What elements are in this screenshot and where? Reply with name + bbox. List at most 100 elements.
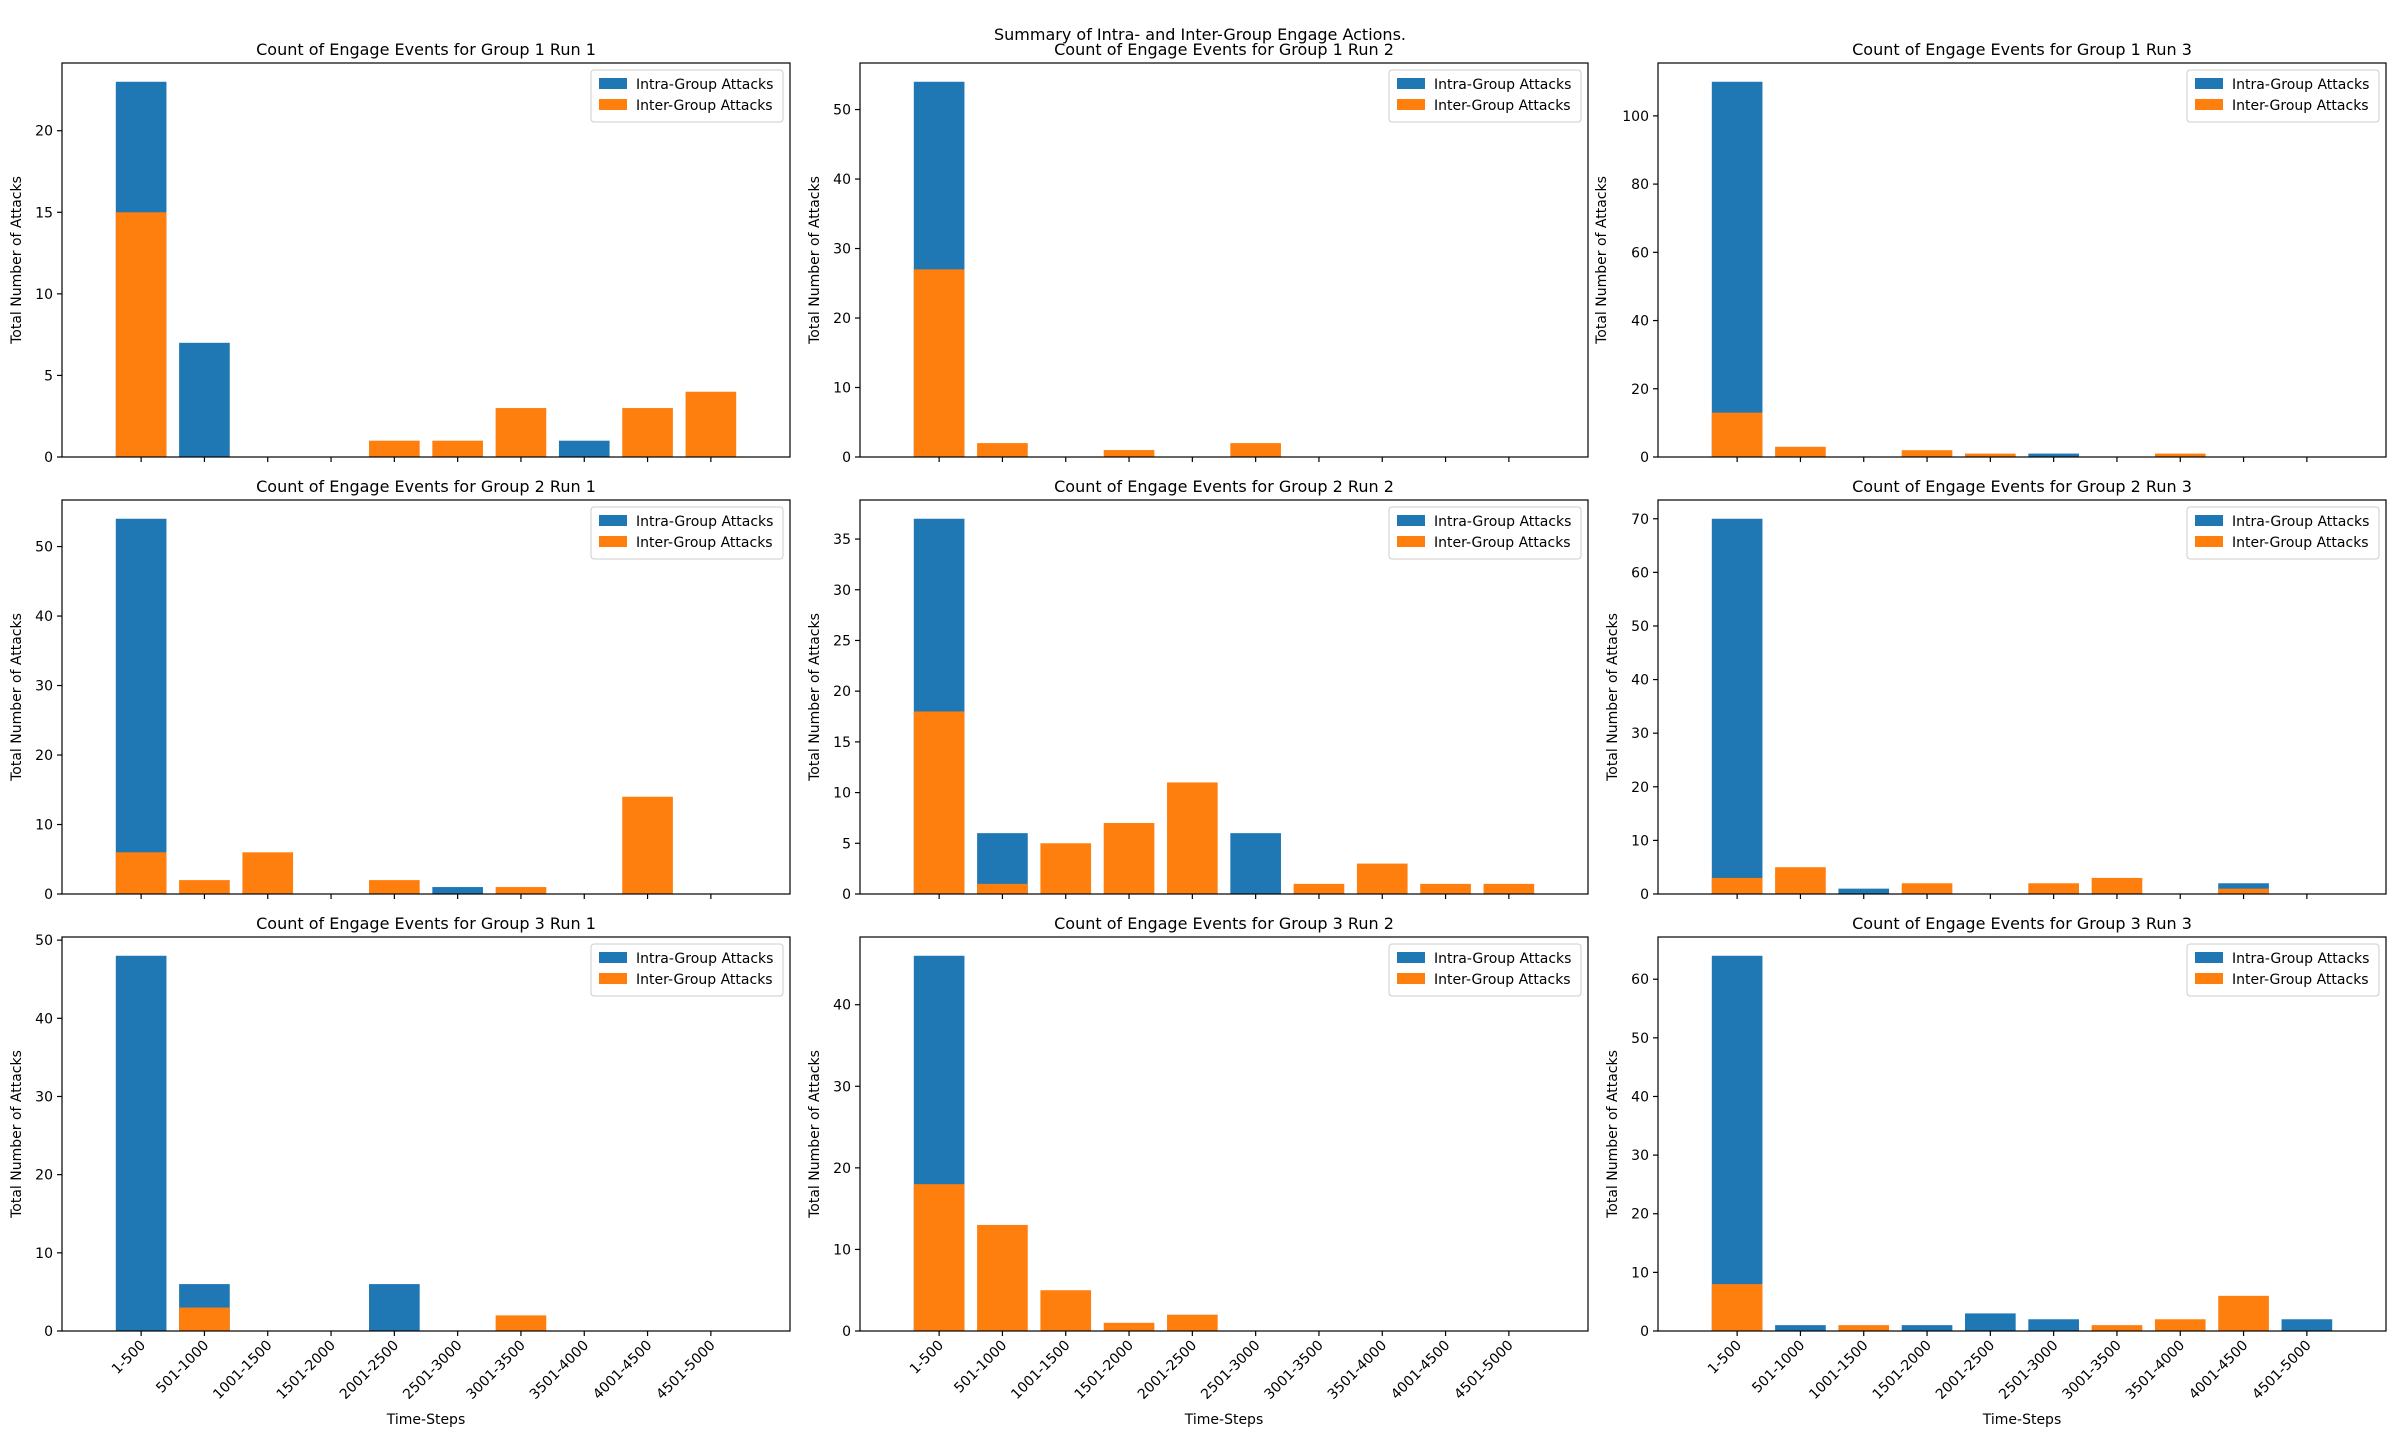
legend-label-intra: Intra-Group Attacks xyxy=(2232,514,2369,530)
bar-inter-1-500 xyxy=(913,1184,965,1331)
bar-intra-4501-5000 xyxy=(2281,1319,2333,1331)
y-tick-label: 0 xyxy=(1640,450,1649,466)
bar-inter-4001-4500 xyxy=(1420,883,1471,894)
y-tick-label: 0 xyxy=(1640,887,1649,903)
y-tick-label: 10 xyxy=(35,1246,53,1262)
legend-swatch-inter xyxy=(1397,973,1425,984)
legend: Intra-Group Attacks Inter-Group Attacks xyxy=(590,506,784,560)
bar-inter-501-1000 xyxy=(977,443,1028,457)
y-tick-label: 15 xyxy=(833,735,851,751)
y-tick-label: 50 xyxy=(1631,619,1649,635)
y-tick-label: 70 xyxy=(1631,512,1649,528)
y-axis-label: Total Number of Attacks xyxy=(9,176,25,345)
axes-frame xyxy=(1657,936,2387,1332)
subplot-5: 0 5 10 15 20 25 30 35 Count of Engage Events for… xyxy=(807,477,1589,903)
bar-inter-1001-1500 xyxy=(1040,1290,1092,1331)
legend-swatch-inter xyxy=(2195,973,2223,984)
legend-swatch-inter xyxy=(599,536,627,547)
y-axis-label: Total Number of Attacks xyxy=(9,613,25,782)
bar-inter-1-500 xyxy=(913,711,965,894)
bar-intra-501-1000 xyxy=(179,342,230,457)
subplot-title: Count of Engage Events for Group 3 Run 1 xyxy=(256,914,596,933)
x-tick-label: 1501-2000 xyxy=(274,1338,339,1403)
y-tick-label: 10 xyxy=(1631,833,1649,849)
bar-intra-2501-3000 xyxy=(2028,1319,2079,1331)
legend-label-inter: Inter-Group Attacks xyxy=(2232,98,2369,114)
bar-intra-1001-1500 xyxy=(1838,888,1890,894)
x-tick-label: 1-500 xyxy=(907,1338,947,1378)
subplot-7: 0 10 20 30 40 50 1-500 501-10001001-15001501-20… xyxy=(9,914,791,1428)
y-tick-label: 30 xyxy=(35,679,53,695)
x-tick-label: 4501-5000 xyxy=(2249,1338,2314,1403)
y-tick-label: 20 xyxy=(1631,780,1649,796)
legend-label-inter: Inter-Group Attacks xyxy=(2232,535,2369,551)
subplot-8: 0 10 20 30 40 1-500 501-10001001-15001501-2000… xyxy=(807,914,1589,1428)
x-tick-label: 4501-5000 xyxy=(1451,1338,1516,1403)
bar-intra-1-500 xyxy=(1711,955,1763,1331)
axes-frame xyxy=(61,499,791,895)
legend-label-inter: Inter-Group Attacks xyxy=(636,535,773,551)
legend: Intra-Group Attacks Inter-Group Attacks xyxy=(2186,506,2380,560)
subplot-title: Count of Engage Events for Group 2 Run 3 xyxy=(1852,477,2192,496)
bar-inter-2001-2500 xyxy=(369,440,420,457)
bar-inter-1-500 xyxy=(1711,1284,1763,1331)
legend-frame xyxy=(2186,506,2380,560)
y-tick-label: 10 xyxy=(35,818,53,834)
legend-label-intra: Intra-Group Attacks xyxy=(636,77,773,93)
subplot-title: Count of Engage Events for Group 3 Run 2 xyxy=(1054,914,1394,933)
subplot-title: Count of Engage Events for Group 1 Run 2 xyxy=(1054,40,1394,59)
legend-label-intra: Intra-Group Attacks xyxy=(1434,514,1571,530)
x-tick-label: 4001-4500 xyxy=(2186,1338,2251,1403)
axes-frame xyxy=(61,62,791,458)
bar-inter-2501-3000 xyxy=(2028,883,2079,894)
x-tick-label: 4001-4500 xyxy=(1388,1338,1453,1403)
subplot-9: 0 10 20 30 40 50 60 1-500 501-10001001-15001501-… xyxy=(1605,914,2387,1428)
y-tick-label: 40 xyxy=(1631,1089,1649,1105)
legend-swatch-inter xyxy=(2195,99,2223,110)
legend-label-inter: Inter-Group Attacks xyxy=(636,98,773,114)
y-tick-label: 50 xyxy=(35,540,53,556)
legend-swatch-intra xyxy=(599,78,627,89)
bar-inter-4001-4500 xyxy=(2218,1295,2269,1331)
bar-inter-1-500 xyxy=(115,212,167,457)
bar-inter-4501-5000 xyxy=(685,391,737,457)
x-tick-label: 1001-1500 xyxy=(1806,1338,1871,1403)
y-axis-label: Total Number of Attacks xyxy=(807,613,823,782)
bar-intra-1-500 xyxy=(1711,81,1763,457)
legend-swatch-intra xyxy=(599,515,627,526)
subplot-title: Count of Engage Events for Group 3 Run 3 xyxy=(1852,914,2192,933)
legend-swatch-inter xyxy=(1397,99,1425,110)
legend-swatch-intra xyxy=(2195,952,2223,963)
y-tick-label: 40 xyxy=(35,609,53,625)
subplot-3: 0 20 40 60 80 100 Count of Engage Events for G… xyxy=(1594,40,2387,466)
subplot-title: Count of Engage Events for Group 2 Run 1 xyxy=(256,477,596,496)
legend-swatch-inter xyxy=(1397,536,1425,547)
bar-inter-1001-1500 xyxy=(242,852,294,894)
legend-frame xyxy=(2186,943,2380,997)
y-tick-label: 40 xyxy=(833,998,851,1014)
subplot-title: Count of Engage Events for Group 1 Run 1 xyxy=(256,40,596,59)
bar-inter-3001-3500 xyxy=(2091,877,2143,894)
legend-label-intra: Intra-Group Attacks xyxy=(636,951,773,967)
bar-inter-3001-3500 xyxy=(1293,883,1345,894)
axes-frame xyxy=(1657,62,2387,458)
legend-swatch-intra xyxy=(1397,515,1425,526)
x-tick-label: 2501-3000 xyxy=(400,1338,465,1403)
y-tick-label: 10 xyxy=(833,786,851,802)
y-tick-label: 30 xyxy=(1631,726,1649,742)
y-tick-label: 20 xyxy=(833,684,851,700)
y-axis-label: Total Number of Attacks xyxy=(1594,176,1610,345)
subplot-4: 0 10 20 30 40 50 Count of Engage Events for Gr… xyxy=(9,477,791,903)
x-axis-label: Time-Steps xyxy=(386,1412,465,1428)
legend-swatch-inter xyxy=(599,99,627,110)
legend-swatch-intra xyxy=(2195,78,2223,89)
bar-inter-2001-2500 xyxy=(1167,1314,1218,1331)
axes-frame xyxy=(1657,499,2387,895)
y-tick-label: 20 xyxy=(833,1161,851,1177)
y-tick-label: 15 xyxy=(35,205,53,221)
x-tick-label: 3001-3500 xyxy=(2060,1338,2125,1403)
x-tick-label: 1001-1500 xyxy=(1008,1338,1073,1403)
bar-inter-501-1000 xyxy=(1775,446,1826,457)
y-tick-label: 30 xyxy=(35,1089,53,1105)
y-tick-label: 0 xyxy=(1640,1324,1649,1340)
